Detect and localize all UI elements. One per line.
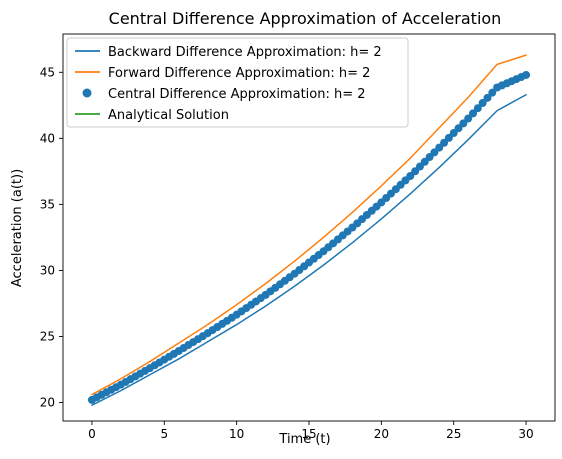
legend-swatch-marker [82, 88, 92, 98]
scatter-point [444, 133, 453, 142]
scatter-point [469, 109, 477, 118]
scatter-point [488, 88, 497, 97]
scatter-point [454, 124, 463, 133]
x-tick-label: 25 [446, 427, 461, 441]
legend-item: Forward Difference Approximation: h= 2 [75, 66, 370, 81]
series-points-central-difference-approximation-h-2 [87, 70, 531, 404]
scatter-point [449, 129, 458, 138]
series-line-forward-difference-approximation-h-2 [91, 54, 527, 396]
x-tick-label: 30 [518, 427, 533, 441]
plot-area [62, 33, 556, 422]
scatter-point [522, 70, 531, 79]
legend-item: Backward Difference Approximation: h= 2 [75, 45, 382, 60]
scatter-point [464, 114, 473, 123]
series-layer [87, 54, 531, 406]
x-tick-label: 0 [88, 427, 96, 441]
legend-item: Analytical Solution [75, 108, 229, 123]
legend-label: Backward Difference Approximation: h= 2 [108, 45, 382, 60]
scatter-point [459, 119, 468, 128]
legend-label: Forward Difference Approximation: h= 2 [108, 66, 370, 81]
legend: Backward Difference Approximation: h= 2 F… [66, 37, 409, 128]
scatter-point [440, 138, 449, 147]
y-tick-label: 40 [40, 131, 55, 145]
scatter-point [435, 143, 444, 152]
y-tick-label: 30 [40, 263, 55, 277]
scatter-point [473, 104, 482, 113]
y-tick-label: 25 [40, 329, 55, 343]
legend-item: Central Difference Approximation: h= 2 [82, 87, 366, 102]
scatter-point [478, 99, 487, 108]
x-axis: 0 5 10 15 20 25 30 [88, 421, 534, 441]
scatter-point [483, 93, 492, 102]
y-tick-label: 20 [40, 396, 55, 410]
x-tick-label: 15 [301, 427, 316, 441]
y-tick-label: 35 [40, 197, 55, 211]
y-tick-label: 45 [40, 65, 55, 79]
x-tick-label: 10 [229, 427, 244, 441]
chart-title: Central Difference Approximation of Acce… [109, 9, 502, 28]
series-line-backward-difference-approximation-h-2 [91, 94, 527, 406]
y-axis-label: Acceleration (a(t)) [10, 169, 25, 287]
legend-label: Central Difference Approximation: h= 2 [108, 87, 366, 102]
x-tick-label: 5 [160, 427, 168, 441]
y-axis: 20 25 30 35 40 45 [40, 65, 63, 410]
x-axis-label: Time (t) [278, 432, 330, 447]
x-tick-label: 20 [374, 427, 389, 441]
legend-box [66, 37, 409, 128]
legend-label: Analytical Solution [108, 108, 229, 123]
